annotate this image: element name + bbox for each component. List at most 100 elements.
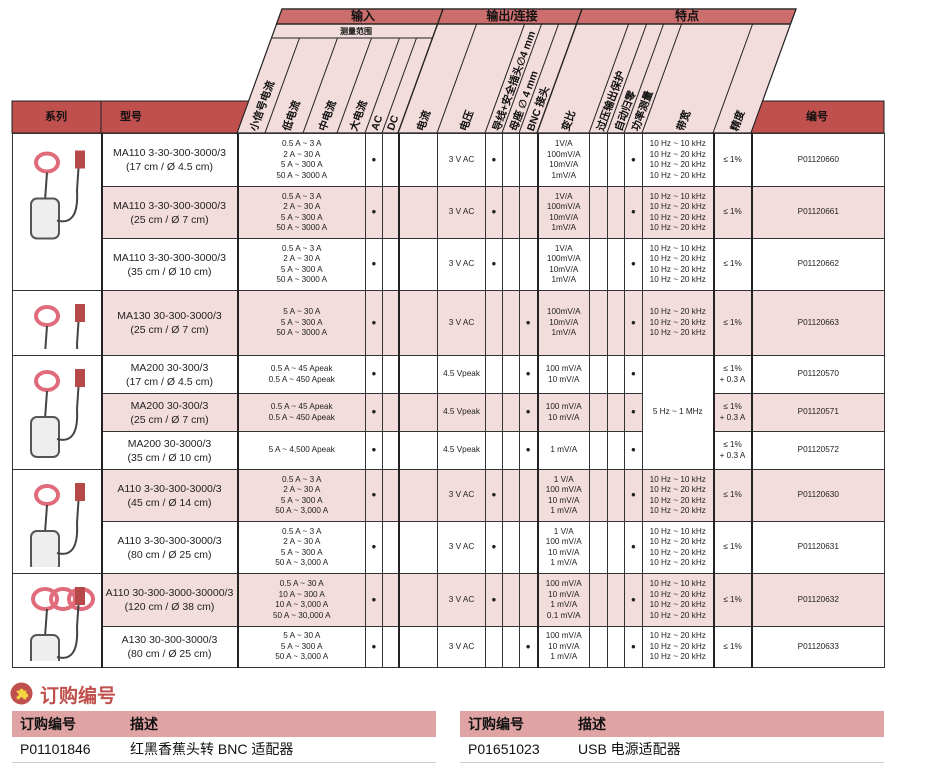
overvoltage-cell (589, 521, 608, 574)
lead-plug-cell (485, 355, 503, 394)
output-current-cell (397, 133, 438, 187)
table-row: MA130 30-300-3000/3 (25 cm / Ø 7 cm) 5 A ~… (12, 290, 885, 393)
series-header: 系列 (45, 111, 67, 123)
ac-cell: ● (365, 393, 383, 432)
order-table-left: 订购编号 描述 P01101846 红黑香蕉头转 BNC 适配器 (12, 711, 436, 763)
part-number-cell: P01120570 (750, 355, 885, 394)
accuracy-cell: ≤ 1% (712, 186, 752, 239)
part-number-cell: P01120662 (750, 238, 885, 291)
lead-plug-cell (485, 393, 503, 432)
auto-zero-cell (607, 521, 625, 574)
output-voltage-cell: 4.5 Vpeak (437, 431, 486, 470)
model-cell: MA200 30-3000/3 (35 cm / Ø 10 cm) (100, 431, 238, 470)
ratio-cell: 1 V/A 100 mV/A 10 mV/A 1 mV/A (536, 521, 590, 574)
ac-cell: ● (365, 133, 383, 187)
output-voltage-cell: 3 V AC (437, 290, 486, 356)
power-measurement-cell: ● (624, 186, 643, 239)
ratio-cell: 1V/A 100mV/A 10mV/A 1mV/A (536, 133, 590, 187)
model-cell: MA110 3-30-300-3000/3 (35 cm / Ø 10 cm) (100, 238, 238, 291)
ratio-cell: 100 mV/A 10 mV/A (536, 355, 590, 394)
ac-cell: ● (365, 521, 383, 574)
socket-cell (502, 186, 520, 239)
socket-cell (502, 238, 520, 291)
table-row: A130 30-300-3000/3 (80 cm / Ø 25 cm) 5 A ~… (13, 626, 885, 668)
socket-cell (502, 431, 520, 470)
model-cell: MA200 30-300/3 (17 cm / Ø 4.5 cm) (100, 355, 238, 394)
auto-zero-cell (607, 355, 625, 394)
socket-cell (502, 133, 520, 187)
product-table: MA110 3-30-300-3000/3 (17 cm / Ø 4.5 cm) 0… (12, 133, 885, 676)
order-row: P01101846 红黑香蕉头转 BNC 适配器 (12, 737, 436, 763)
power-measurement-cell: ● (624, 393, 643, 432)
model-header: 型号 (120, 111, 142, 123)
lead-plug-cell: ● (485, 573, 503, 627)
auto-zero-cell (607, 290, 625, 356)
power-measurement-cell: ● (624, 521, 643, 574)
ac-cell: ● (365, 469, 383, 522)
model-cell: A110 3-30-300-3000/3 (45 cm / Ø 14 cm) (100, 469, 238, 522)
header-divider (336, 37, 372, 134)
bnc-cell (519, 521, 538, 574)
output-voltage-cell: 3 V AC (437, 521, 486, 574)
model-cell: A110 30-300-3000-30000/3 (120 cm / Ø 38 c… (100, 573, 238, 627)
model-cell: MA130 30-300-3000/3 (25 cm / Ø 7 cm) (100, 290, 238, 356)
series-product-image (12, 469, 102, 574)
order-description: USB 电源适配器 (578, 741, 681, 757)
series-product-image (12, 573, 102, 676)
auto-zero-cell (607, 238, 625, 291)
output-voltage-cell: 3 V AC (437, 186, 486, 239)
lead-plug-cell (485, 431, 503, 470)
ratio-cell: 100 mV/A 10 mV/A 1 mV/A (536, 626, 590, 668)
overvoltage-cell (589, 238, 608, 291)
ac-cell: ● (365, 355, 383, 394)
series-product-image (12, 133, 102, 291)
output-current-cell (397, 573, 438, 627)
lead-plug-cell: ● (485, 186, 503, 239)
table-row: A110 30-300-3000-30000/3 (120 cm / Ø 38 c… (12, 573, 885, 676)
output-current-cell (397, 238, 438, 291)
header-divider (436, 23, 478, 134)
part-header: 编号 (806, 111, 828, 123)
header-divider (606, 23, 648, 134)
overvoltage-cell (589, 393, 608, 432)
dc-cell (382, 186, 399, 239)
part-number-cell: P01120630 (750, 469, 885, 522)
bandwidth-cell: 10 Hz ~ 10 kHz 10 Hz ~ 20 kHz 10 Hz ~ 20 k… (642, 469, 714, 522)
order-row: P01651023 USB 电源适配器 (460, 737, 884, 763)
range-cell: 0.5 A ~ 30 A 10 A ~ 300 A 10 A ~ 3,000 A 50… (236, 573, 366, 627)
auto-zero-cell (607, 133, 625, 187)
output-voltage-cell: 3 V AC (437, 133, 486, 187)
table-header-graphic (11, 8, 885, 134)
auto-zero-cell (607, 431, 625, 470)
socket-cell (502, 469, 520, 522)
ac-cell: ● (365, 431, 383, 470)
ac-cell: ● (365, 238, 383, 291)
series-product-image (12, 355, 102, 470)
output-current-cell (397, 431, 438, 470)
output-voltage-cell: 3 V AC (437, 469, 486, 522)
socket-cell (502, 521, 520, 574)
bandwidth-cell: 10 Hz ~ 10 kHz 10 Hz ~ 20 kHz 10 Hz ~ 20 k… (642, 573, 714, 627)
order-part-number: P01651023 (468, 741, 540, 757)
socket-cell (502, 393, 520, 432)
power-measurement-cell: ● (624, 626, 643, 668)
output-current-cell (397, 393, 438, 432)
socket-cell (502, 355, 520, 394)
range-cell: 0.5 A ~ 45 Apeak 0.5 A ~ 450 Apeak (236, 393, 366, 432)
table-row: MA200 30-3000/3 (35 cm / Ø 10 cm) 5 A ~ 4,… (13, 431, 885, 470)
part-number-cell: P01120661 (750, 186, 885, 239)
lead-plug-cell: ● (485, 521, 503, 574)
output-current-cell (397, 290, 438, 356)
part-number-cell: P01120571 (750, 393, 885, 432)
dc-cell (382, 573, 399, 627)
overvoltage-cell (589, 626, 608, 668)
col-desc-label: 描述 (130, 716, 158, 732)
model-cell: A130 30-300-3000/3 (80 cm / Ø 25 cm) (100, 626, 238, 668)
socket-cell (502, 290, 520, 356)
bnc-cell (519, 573, 538, 627)
socket-cell (502, 626, 520, 668)
bnc-cell (519, 133, 538, 187)
model-cell: MA110 3-30-300-3000/3 (25 cm / Ø 7 cm) (100, 186, 238, 239)
